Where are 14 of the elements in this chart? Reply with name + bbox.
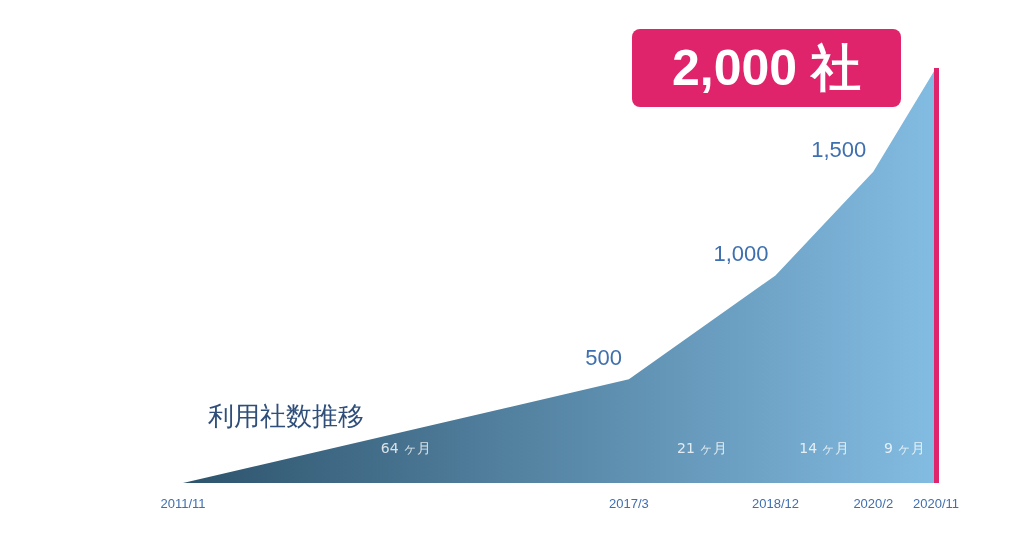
annotation: 14 ヶ月 <box>799 439 850 456</box>
data-label: 1,000 <box>713 241 769 266</box>
data-label: 2,000 社 <box>671 40 861 96</box>
annotation: 64 ヶ月 <box>380 439 432 456</box>
x-tick-label: 2020/11 <box>912 496 960 511</box>
x-tick-label: 2020/2 <box>853 496 894 511</box>
x-tick-label: 2011/11 <box>160 496 206 511</box>
text: 利用社数推移 <box>208 401 364 431</box>
annotation: 21 ヶ月 <box>677 439 728 456</box>
x-tick-label: 2017/3 <box>609 496 649 511</box>
data-label: 1,500 <box>811 137 867 163</box>
x-tick-label: 2018/12 <box>751 496 799 511</box>
data-label: 500 <box>585 344 622 370</box>
annotation: 9 ヶ月 <box>883 439 926 456</box>
